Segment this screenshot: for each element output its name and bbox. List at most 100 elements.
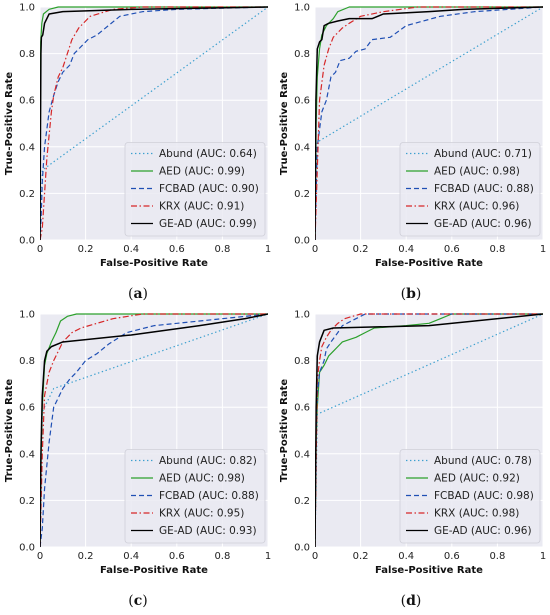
y-tick-label: 0.4 — [294, 142, 310, 153]
series-line — [40, 6, 268, 241]
chart-panel-a: 0 0.2 0.4 0.6 0.8 1 0.0 0.2 0.4 0.6 0.8 1.0 False-Po… — [0, 0, 275, 307]
x-tick-label: 0 — [37, 551, 43, 562]
series-group — [40, 6, 268, 241]
y-tick-label: 0.0 — [19, 543, 35, 554]
y-tick-label: 0.0 — [294, 236, 310, 247]
x-tick-label: 0.6 — [169, 551, 185, 562]
caption-b: (b) — [400, 286, 422, 302]
y-tick-label: 0.8 — [19, 49, 35, 60]
legend-label: FCBAD (AUC: 0.88) — [434, 183, 534, 195]
series-line — [40, 6, 268, 241]
series-line — [315, 313, 543, 548]
chart-panel-c: 0 0.2 0.4 0.6 0.8 1 0.0 0.2 0.4 0.6 0.8 1.0 False-Po… — [0, 307, 275, 615]
roc-plot-b: 0 0.2 0.4 0.6 0.8 1 0.0 0.2 0.4 0.6 0.8 1.0 False-Po… — [279, 3, 546, 270]
x-tick-label: 0.6 — [169, 244, 185, 255]
y-tick-label: 1.0 — [294, 310, 310, 321]
x-tick-label: 0 — [312, 551, 318, 562]
caption-a: (a) — [127, 286, 148, 302]
series-line — [40, 313, 268, 548]
y-tick-label: 0.8 — [19, 356, 35, 367]
x-tick-label: 0.8 — [214, 551, 230, 562]
legend-label: KRX (AUC: 0.96) — [434, 201, 519, 213]
x-axis-title: False-Positive Rate — [375, 258, 483, 269]
y-axis-title: True-Positive Rate — [279, 379, 290, 483]
y-axis-title: True-Positive Rate — [279, 72, 290, 176]
legend-label: GE-AD (AUC: 0.96) — [434, 218, 532, 230]
x-tick-label: 0.2 — [78, 551, 94, 562]
y-tick-label: 0.8 — [294, 49, 310, 60]
series-line — [40, 6, 268, 241]
legend-label: AED (AUC: 0.98) — [159, 473, 245, 485]
chart-panel-d: 0 0.2 0.4 0.6 0.8 1 0.0 0.2 0.4 0.6 0.8 1.0 False-Po… — [275, 307, 550, 615]
x-tick-label: 1 — [540, 551, 546, 562]
x-tick-label: 0 — [312, 244, 318, 255]
y-tick-label: 0.2 — [19, 189, 35, 200]
y-tick-label: 0.4 — [19, 449, 35, 460]
roc-plot-a: 0 0.2 0.4 0.6 0.8 1 0.0 0.2 0.4 0.6 0.8 1.0 False-Po… — [4, 3, 271, 270]
y-tick-label: 0.6 — [294, 96, 310, 107]
x-axis-title: False-Positive Rate — [375, 565, 483, 576]
legend-label: AED (AUC: 0.99) — [159, 166, 245, 178]
caption-c: (c) — [128, 593, 148, 609]
legend-label: FCBAD (AUC: 0.98) — [434, 490, 534, 502]
legend-box — [124, 449, 266, 544]
x-tick-label: 0.6 — [444, 551, 460, 562]
chart-panel-b: 0 0.2 0.4 0.6 0.8 1 0.0 0.2 0.4 0.6 0.8 1.0 False-Po… — [275, 0, 550, 307]
legend-label: GE-AD (AUC: 0.96) — [434, 525, 532, 537]
x-tick-label: 1 — [265, 551, 271, 562]
legend-box — [399, 142, 541, 237]
x-tick-label: 0.2 — [353, 551, 369, 562]
y-tick-label: 1.0 — [19, 310, 35, 321]
series-line — [40, 313, 268, 548]
legend-label: GE-AD (AUC: 0.99) — [159, 218, 257, 230]
legend-label: KRX (AUC: 0.91) — [159, 201, 244, 213]
y-tick-label: 0.6 — [19, 403, 35, 414]
series-line — [40, 313, 268, 548]
series-group — [315, 6, 543, 241]
series-group — [315, 313, 543, 548]
y-tick-label: 0.6 — [294, 403, 310, 414]
legend-label: Abund (AUC: 0.64) — [159, 148, 257, 160]
y-tick-label: 0.0 — [294, 543, 310, 554]
x-tick-label: 0.8 — [214, 244, 230, 255]
legend-box — [399, 449, 541, 544]
y-tick-label: 0.0 — [19, 236, 35, 247]
legend-label: AED (AUC: 0.92) — [434, 473, 520, 485]
series-line — [315, 313, 543, 548]
series-line — [315, 6, 543, 241]
legend-label: FCBAD (AUC: 0.88) — [159, 490, 259, 502]
y-tick-label: 0.8 — [294, 356, 310, 367]
series-group — [40, 313, 268, 548]
roc-plot-c: 0 0.2 0.4 0.6 0.8 1 0.0 0.2 0.4 0.6 0.8 1.0 False-Po… — [4, 310, 271, 577]
x-tick-label: 1 — [265, 244, 271, 255]
series-line — [315, 313, 543, 548]
x-tick-label: 0.2 — [353, 244, 369, 255]
series-line — [315, 6, 543, 241]
y-tick-label: 0.2 — [19, 496, 35, 507]
legend-label: FCBAD (AUC: 0.90) — [159, 183, 259, 195]
y-tick-label: 0.2 — [294, 189, 310, 200]
y-tick-label: 0.6 — [19, 96, 35, 107]
x-tick-label: 0.4 — [398, 551, 414, 562]
x-axis-title: False-Positive Rate — [100, 565, 208, 576]
x-tick-label: 0 — [37, 244, 43, 255]
legend-label: KRX (AUC: 0.95) — [159, 508, 244, 520]
x-tick-label: 0.4 — [123, 551, 139, 562]
legend-label: Abund (AUC: 0.82) — [159, 455, 257, 467]
y-tick-label: 1.0 — [294, 3, 310, 14]
y-axis-title: True-Positive Rate — [4, 379, 15, 483]
y-tick-label: 0.4 — [19, 142, 35, 153]
legend-label: GE-AD (AUC: 0.93) — [159, 525, 257, 537]
x-tick-label: 1 — [540, 244, 546, 255]
x-axis-title: False-Positive Rate — [100, 258, 208, 269]
legend-label: KRX (AUC: 0.98) — [434, 508, 519, 520]
legend-label: Abund (AUC: 0.78) — [434, 455, 532, 467]
x-tick-label: 0.4 — [398, 244, 414, 255]
y-tick-label: 0.2 — [294, 496, 310, 507]
y-tick-label: 1.0 — [19, 3, 35, 14]
caption-d: (d) — [400, 593, 422, 609]
y-axis-title: True-Positive Rate — [4, 72, 15, 176]
legend-label: AED (AUC: 0.98) — [434, 166, 520, 178]
x-tick-label: 0.8 — [489, 551, 505, 562]
legend-label: Abund (AUC: 0.71) — [434, 148, 532, 160]
